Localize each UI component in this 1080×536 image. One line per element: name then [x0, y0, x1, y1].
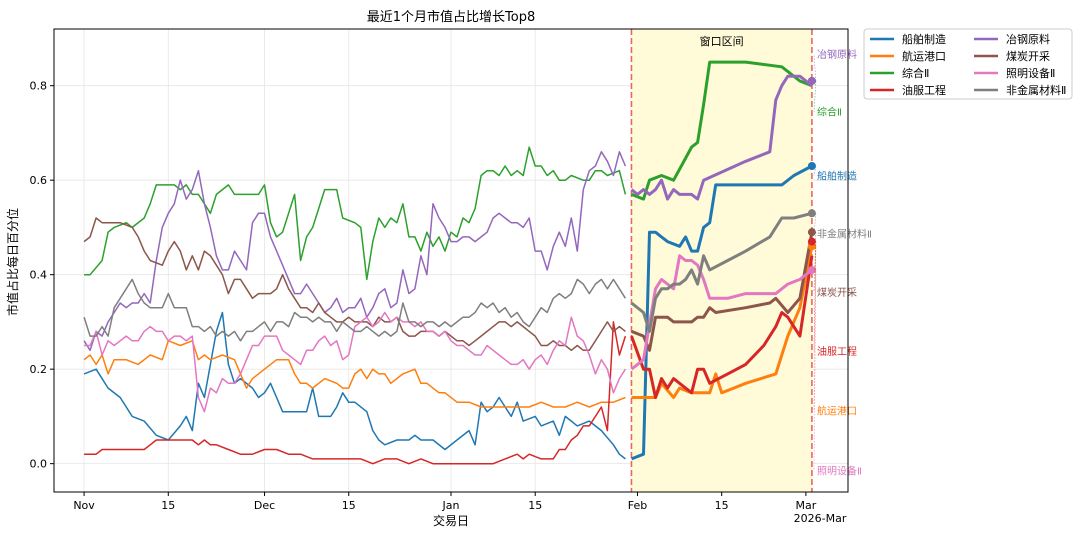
legend-entry: 船舶制造 — [902, 32, 946, 46]
x-tick-label: Feb — [628, 499, 647, 512]
series-line-window — [630, 231, 814, 352]
series-line-window — [630, 254, 813, 371]
series-line-window — [630, 60, 813, 201]
window-label: 窗口区间 — [700, 34, 744, 48]
legend-entry: 照明设备Ⅱ — [1006, 66, 1055, 80]
x-tick-label: Nov — [73, 499, 95, 512]
y-tick-label: 0.0 — [30, 458, 48, 471]
legend-entry: 油服工程 — [902, 83, 946, 97]
series-end-point — [807, 228, 816, 237]
series-line-before — [84, 321, 627, 465]
series-line-window — [630, 164, 813, 461]
y-axis-label: 市值占比每日百分位 — [5, 208, 20, 316]
end-label: 综合Ⅱ — [817, 106, 842, 119]
x-tick-label: Jan — [442, 499, 460, 512]
x-tick-label: 15 — [342, 499, 356, 512]
axes: Nov 15 Dec 15 Jan 15 Feb 15 Mar 0.0 0.2 0.4 0.6 0.8 — [30, 28, 849, 512]
end-label: 非金属材料Ⅱ — [817, 228, 872, 241]
series-end-point — [807, 265, 816, 274]
series-end-point — [807, 237, 816, 246]
window-region: 窗口区间 — [630, 29, 813, 492]
series-line-window — [630, 211, 813, 333]
window-shade — [631, 29, 812, 492]
legend-entry: 煤炭开采 — [1006, 50, 1050, 63]
y-tick-label: 0.4 — [30, 269, 48, 282]
end-label-leader — [813, 269, 817, 471]
x-axis-offset-label: 2026-Mar — [794, 512, 847, 525]
end-label-leader — [813, 241, 817, 352]
series-end-point — [807, 76, 816, 85]
end-label: 冶钢原料 — [817, 48, 857, 61]
series-line-before — [83, 217, 626, 352]
end-label-leader — [813, 213, 817, 234]
series-line-window — [630, 74, 813, 201]
end-label-leader — [813, 80, 817, 112]
series-line-before — [83, 278, 627, 342]
series-line-before — [84, 146, 627, 281]
legend-entry: 冶钢原料 — [1006, 32, 1050, 46]
end-label-leader — [813, 54, 817, 81]
end-label: 油服工程 — [817, 345, 857, 358]
end-label: 煤炭开采 — [817, 286, 857, 299]
legend-entry: 航运港口 — [902, 49, 946, 63]
series-line-before — [83, 151, 627, 352]
chart-title: 最近1个月市值占比增长Top8 — [367, 9, 535, 25]
x-tick-label: Dec — [254, 499, 275, 512]
x-tick-label: 15 — [715, 499, 729, 512]
x-tick-label: Mar — [796, 499, 817, 512]
series-line-before — [84, 311, 627, 413]
x-tick-label: 15 — [528, 499, 542, 512]
x-axis-label: 交易日 — [433, 513, 469, 528]
y-tick-label: 0.6 — [30, 174, 48, 187]
y-tick-label: 0.2 — [30, 363, 48, 376]
series-lines — [83, 60, 816, 465]
end-label-leader — [813, 232, 817, 293]
legend-entry: 非金属材料Ⅱ — [1006, 83, 1066, 97]
x-tick-label: 15 — [161, 499, 175, 512]
end-label: 航运港口 — [817, 405, 857, 418]
series-end-point — [807, 162, 816, 171]
end-label: 船舶制造 — [817, 169, 857, 182]
legend-box — [863, 28, 1073, 100]
y-tick-label: 0.8 — [30, 80, 48, 93]
end-label: 照明设备Ⅱ — [817, 464, 862, 477]
legend-entry: 综合Ⅱ — [902, 66, 929, 80]
series-line-window — [630, 255, 814, 399]
series-end-point — [807, 209, 816, 218]
